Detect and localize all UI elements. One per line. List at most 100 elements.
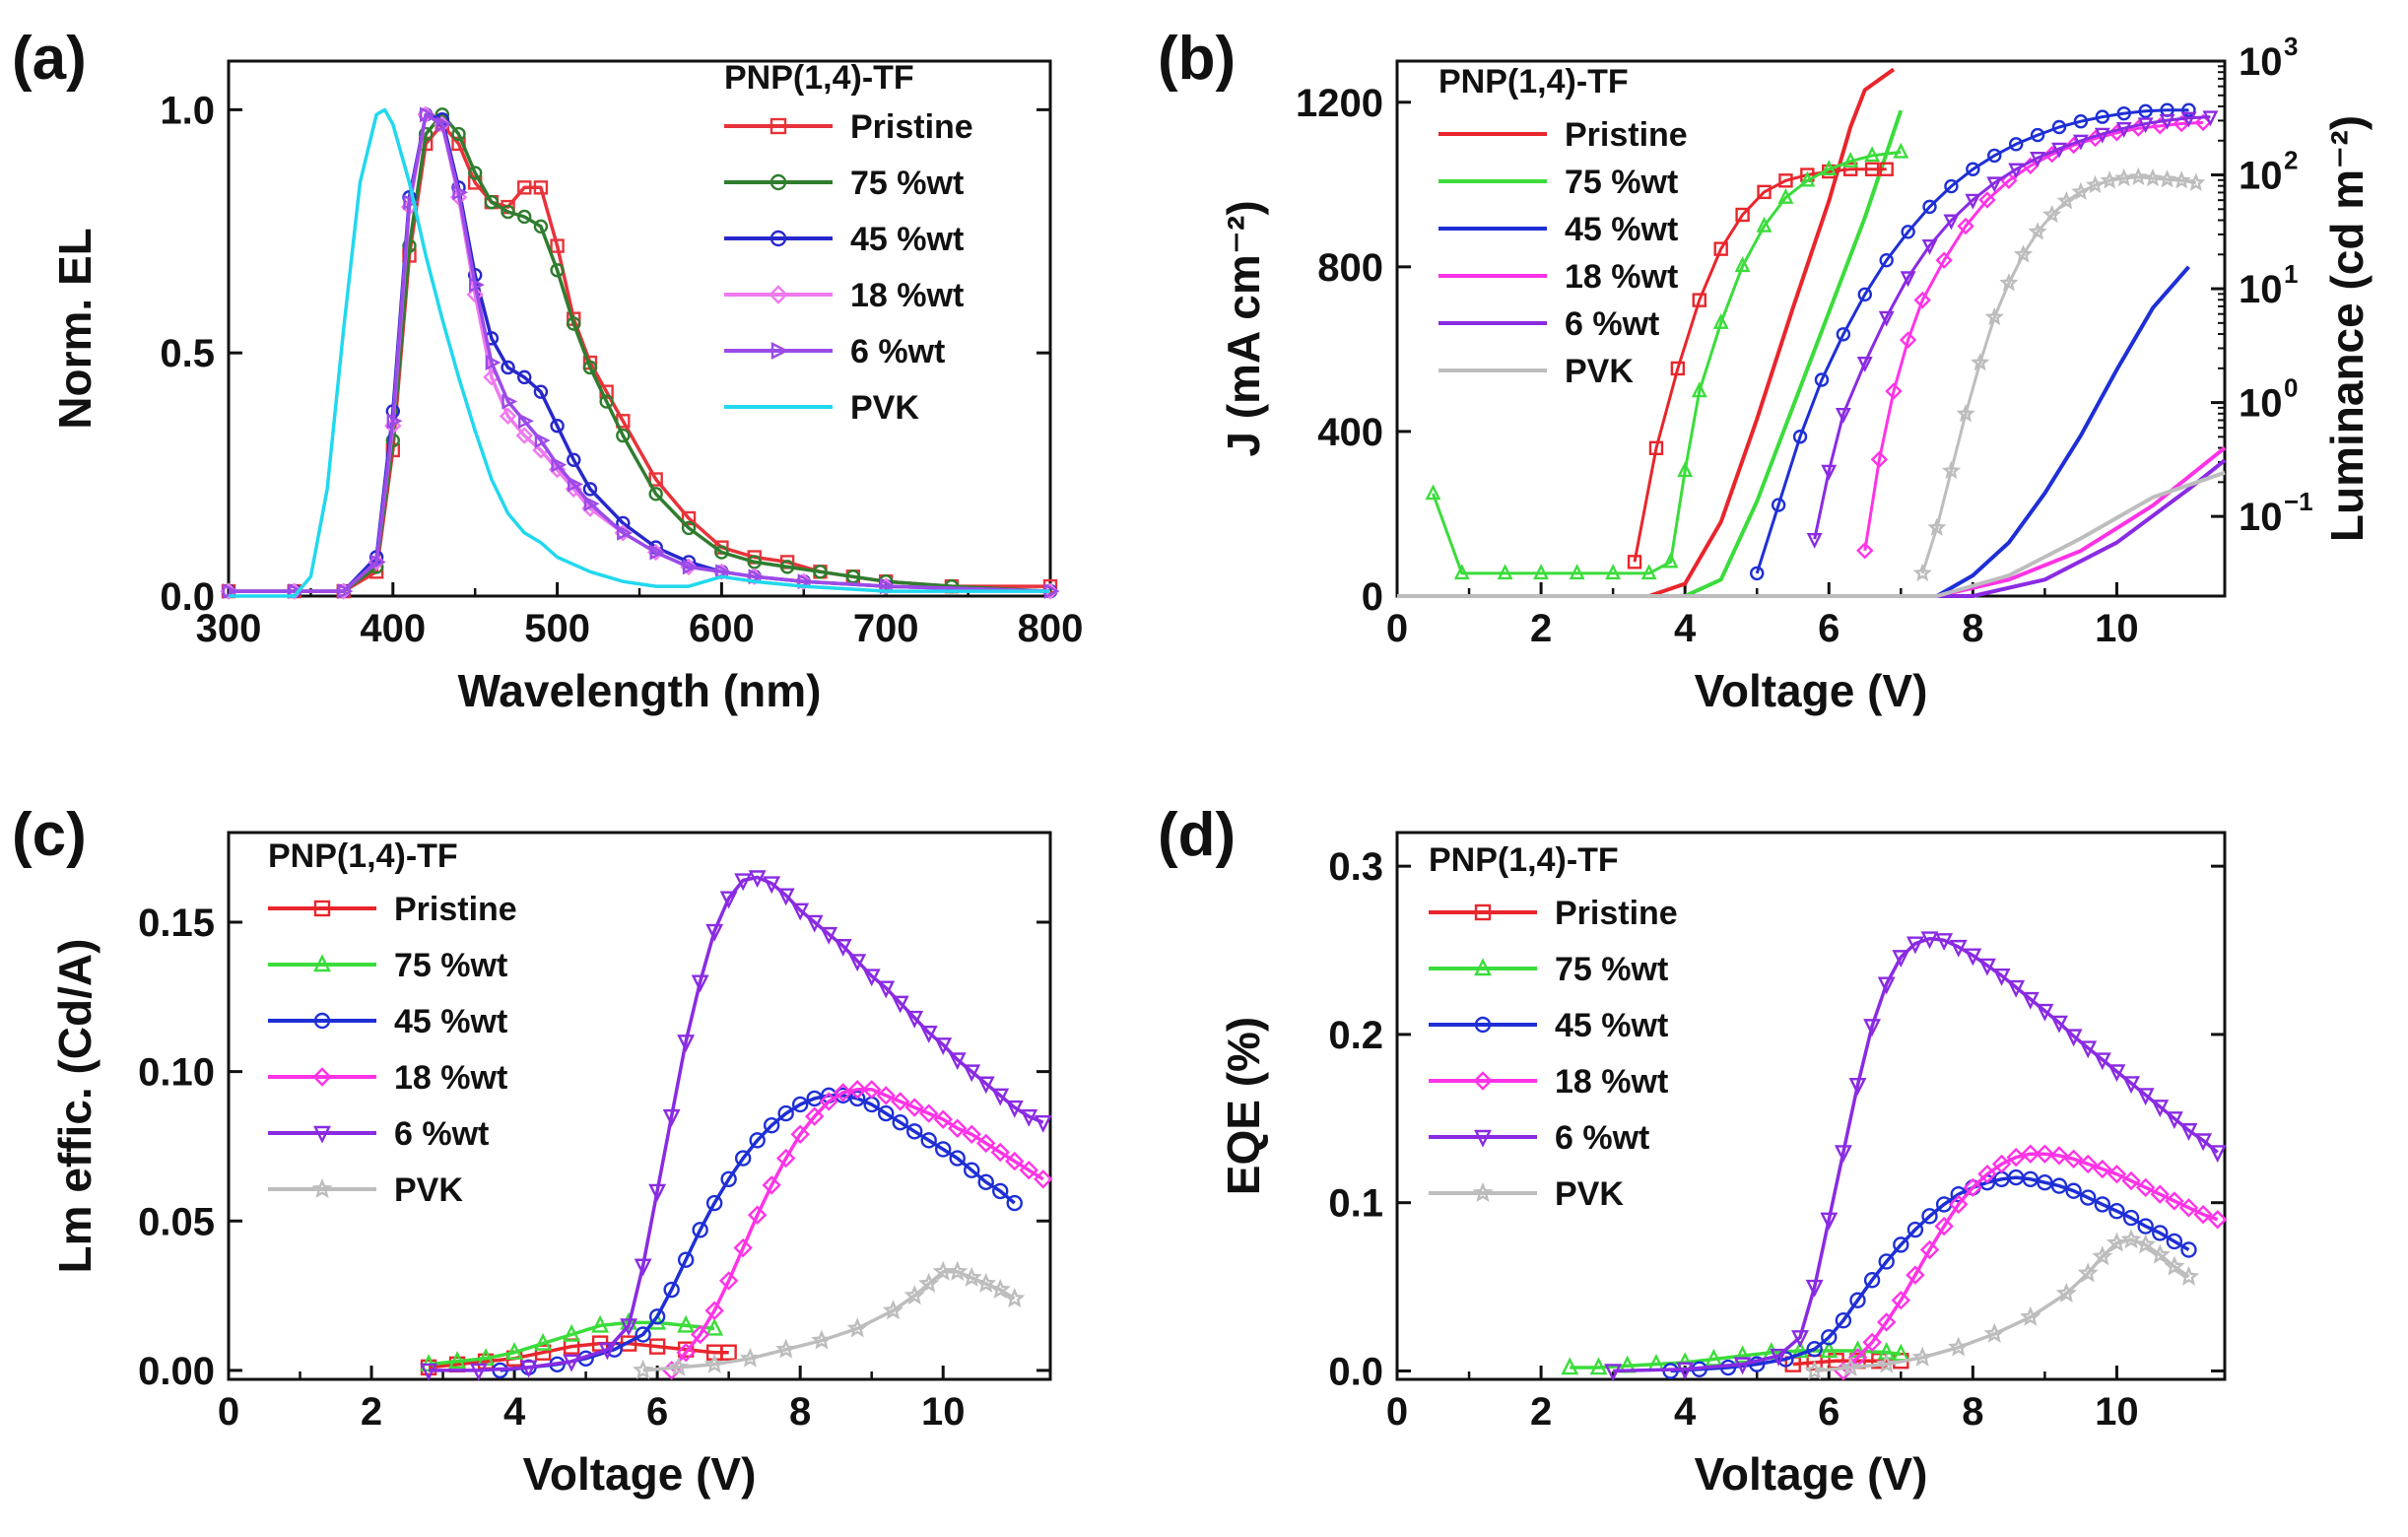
- data-point: [2137, 1218, 2154, 1235]
- x-tick-label: 8: [789, 1390, 811, 1434]
- lum-point: [1734, 256, 1751, 273]
- y-tick-label: 0.10: [138, 1051, 215, 1095]
- legend-marker: [311, 1177, 333, 1199]
- data-point: [2092, 1245, 2113, 1266]
- lum-line: [1920, 175, 2197, 574]
- lum-point: [1912, 563, 1932, 582]
- data-point: [2165, 1111, 2183, 1129]
- data-point: [620, 1318, 638, 1337]
- x-tick-label: 600: [689, 607, 755, 650]
- data-point: [734, 1150, 752, 1167]
- data-point: [1019, 1161, 1038, 1180]
- data-point: [648, 472, 663, 487]
- data-point: [598, 1342, 617, 1361]
- data-point: [690, 1324, 710, 1345]
- lum-point: [2094, 127, 2110, 144]
- y-axis-label: J (mA cm⁻²): [1218, 200, 1269, 456]
- legend-label: 45 %wt: [1565, 211, 1678, 248]
- data-point: [964, 1162, 980, 1178]
- data-point: [934, 1037, 953, 1056]
- lum-point: [1885, 382, 1903, 400]
- data-point: [583, 496, 600, 512]
- lum-line: [1813, 115, 2211, 540]
- data-point: [1877, 1312, 1897, 1332]
- data-point: [1863, 1272, 1881, 1289]
- data-point: [534, 433, 551, 448]
- y-tick-label: 0.3: [1328, 845, 1383, 889]
- lum-point: [1922, 199, 1937, 215]
- y-axis-label: Lm effic. (Cd/A): [49, 939, 100, 1274]
- data-point: [1839, 1356, 1861, 1377]
- y2-tick-label: 10 1: [2239, 259, 2298, 311]
- lum-point: [2172, 170, 2191, 189]
- data-point: [501, 360, 515, 375]
- lum-point: [2116, 105, 2131, 121]
- lum-line: [1755, 108, 2189, 574]
- data-point: [515, 427, 533, 444]
- x-tick-label: 6: [1818, 1390, 1839, 1434]
- data-point: [563, 1323, 581, 1342]
- x-tick-label: 300: [196, 607, 262, 650]
- x-tick-label: 8: [1962, 1390, 1983, 1434]
- data-point: [819, 1092, 838, 1111]
- data-point: [2121, 1170, 2141, 1191]
- data-point: [1893, 1236, 1909, 1253]
- y2-tick-exponent: 3: [2284, 32, 2298, 61]
- plot-frame: [1395, 831, 2227, 1381]
- legend-marker: [313, 1012, 331, 1030]
- lum-point: [1870, 450, 1889, 469]
- legend-entry: 18 %wt: [1429, 1063, 1668, 1101]
- data-point: [918, 1272, 940, 1293]
- lum-point: [1970, 353, 1990, 371]
- lum-point: [1735, 207, 1750, 223]
- data-point: [2055, 1282, 2077, 1303]
- data-point: [1733, 1345, 1752, 1364]
- series-line: [229, 112, 1051, 593]
- data-point: [775, 1148, 796, 1169]
- data-point: [435, 116, 452, 133]
- data-point: [1834, 1145, 1852, 1164]
- data-point: [2193, 1204, 2213, 1225]
- panel-label: (d): [1158, 801, 1236, 869]
- lum-point: [1771, 498, 1786, 512]
- lum-point: [2013, 244, 2034, 263]
- legend-label: 18 %wt: [1555, 1063, 1668, 1101]
- data-point: [386, 413, 403, 430]
- legend-entry: 75 %wt: [268, 947, 507, 984]
- lum-series-6-wt: [1806, 110, 2219, 549]
- data-point: [877, 980, 896, 999]
- y-tick-label: 0.1: [1328, 1182, 1383, 1226]
- j-line: [1397, 109, 1904, 598]
- x-tick-label: 4: [1674, 1390, 1697, 1434]
- data-point: [747, 1205, 768, 1225]
- lum-point: [1662, 552, 1679, 568]
- legend-label: 6 %wt: [394, 1115, 489, 1153]
- data-point: [2035, 1144, 2055, 1164]
- data-point: [517, 369, 532, 385]
- data-point: [2107, 1164, 2127, 1184]
- data-point: [705, 923, 724, 942]
- j-series-75-wt: [1397, 109, 1904, 598]
- data-point: [484, 194, 500, 210]
- data-point: [1604, 1364, 1623, 1382]
- data-point: [677, 1251, 695, 1268]
- lum-point: [2143, 167, 2163, 187]
- legend-entry: PVK: [1429, 1175, 1624, 1213]
- data-point: [567, 316, 581, 331]
- lum-point: [1691, 381, 1707, 398]
- data-point: [649, 544, 666, 561]
- data-point: [2135, 1234, 2157, 1254]
- data-point: [1020, 1108, 1038, 1127]
- data-point: [2178, 1198, 2199, 1218]
- data-point: [1733, 1357, 1752, 1375]
- data-point: [1911, 1346, 1933, 1367]
- data-point: [2106, 1232, 2127, 1252]
- lum-point: [2128, 167, 2149, 186]
- data-point: [813, 565, 828, 579]
- legend-entry: PVK: [1438, 353, 1634, 390]
- lum-point: [1984, 306, 2004, 326]
- legend-label: PVK: [1565, 353, 1634, 390]
- data-point: [720, 1344, 737, 1361]
- lum-point: [1670, 361, 1686, 376]
- data-point: [962, 1124, 981, 1145]
